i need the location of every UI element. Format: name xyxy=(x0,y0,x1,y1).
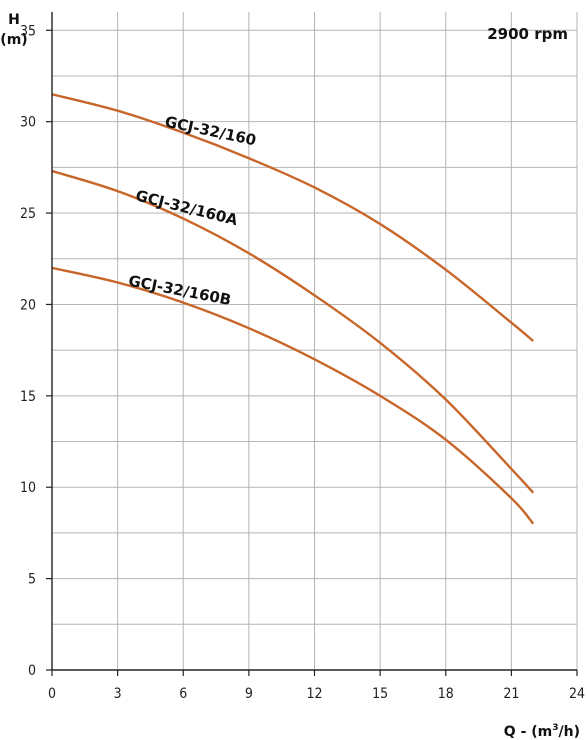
y-tick-label: 35 xyxy=(20,23,36,39)
x-tick-label: 6 xyxy=(179,686,187,702)
x-tick-label: 15 xyxy=(372,686,388,702)
x-tick-label: 18 xyxy=(438,686,454,702)
y-tick-label: 10 xyxy=(20,480,36,496)
x-tick-label: 21 xyxy=(503,686,519,702)
y-tick-label: 20 xyxy=(20,297,36,313)
x-axis-label: Q - (m3/h) xyxy=(504,723,580,740)
speed-label: 2900 rpm xyxy=(487,25,568,43)
grid xyxy=(52,12,578,670)
y-tick-label: 30 xyxy=(20,115,36,131)
y-tick-label: 15 xyxy=(20,389,36,405)
y-tick-label: 5 xyxy=(28,572,36,588)
x-tick-label: 9 xyxy=(245,686,253,702)
y-axis-label-h: H xyxy=(8,12,20,28)
x-tick-label: 0 xyxy=(48,686,56,702)
x-tick-label: 24 xyxy=(569,686,585,702)
series-label: GCJ-32/160B xyxy=(127,272,233,310)
x-tick-label: 12 xyxy=(306,686,322,702)
y-tick-label: 0 xyxy=(28,663,36,679)
series-label: GCJ-32/160A xyxy=(134,186,240,229)
series-line xyxy=(51,266,535,525)
series-line xyxy=(51,169,535,494)
y-axis-label-unit: (m) xyxy=(0,32,27,48)
labels: H (m) 2900 rpm Q - (m3/h) xyxy=(0,12,580,740)
y-tick-label: 25 xyxy=(20,206,36,222)
axes: 0 5 10 15 20 25 30 35 0 3 6 9 12 15 18 21 24 xyxy=(20,12,585,702)
series-line xyxy=(51,93,535,342)
x-tick-label: 3 xyxy=(114,686,122,702)
